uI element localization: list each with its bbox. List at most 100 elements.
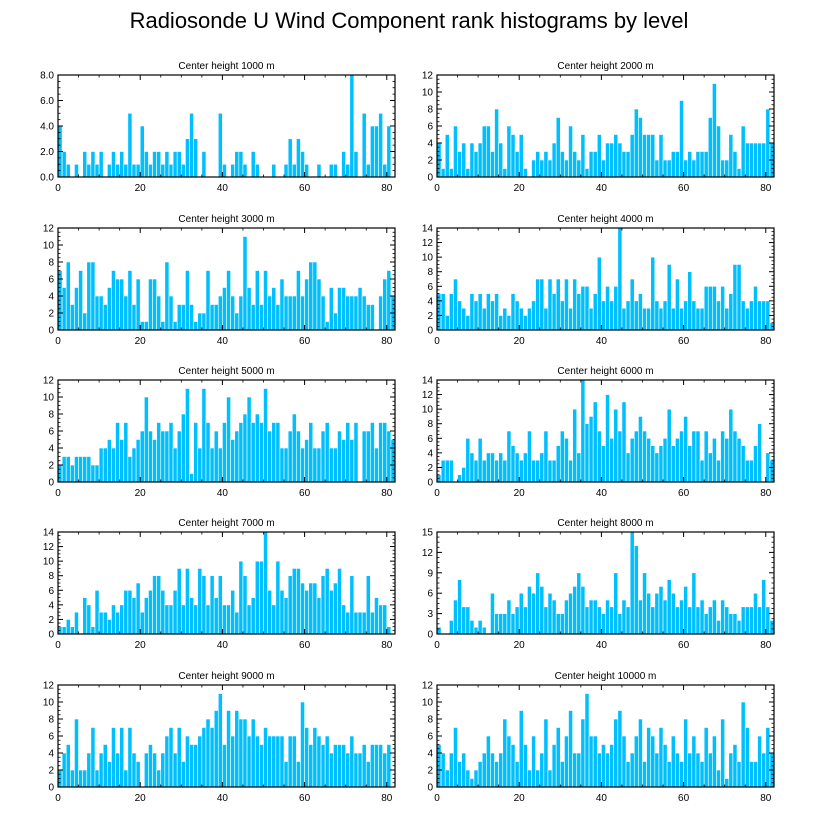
bar (209, 304, 215, 331)
y-tick-label: 8 (48, 571, 54, 582)
bar (658, 586, 664, 635)
bar (588, 735, 594, 788)
bar (86, 604, 92, 635)
bar (275, 304, 281, 331)
panel-title: Center height 3000 m (178, 214, 274, 225)
bar (131, 304, 137, 331)
bar (716, 300, 721, 331)
bar (263, 727, 268, 788)
bar (168, 604, 174, 635)
bar (498, 613, 504, 635)
bar (625, 761, 631, 788)
bar (382, 604, 388, 635)
bar (749, 142, 754, 178)
bar (761, 752, 767, 788)
bar (658, 134, 664, 178)
bar (564, 159, 569, 178)
bar (687, 606, 693, 635)
bar (180, 304, 186, 331)
bar (271, 163, 277, 178)
bar (502, 168, 508, 178)
bar (753, 142, 758, 178)
bar (94, 589, 100, 635)
bar (160, 163, 166, 178)
bar (139, 125, 145, 178)
bar (691, 430, 697, 483)
bar (712, 83, 717, 178)
x-tick-label: 60 (299, 793, 311, 804)
bar (617, 613, 623, 635)
panel-6: Center height 6000 m 0 2 4 6 8 10 12 14 0 20 40 60 80 (422, 366, 775, 499)
bar (361, 295, 367, 331)
bar (176, 151, 182, 178)
bar (217, 693, 223, 788)
bar (230, 295, 236, 331)
bar (94, 769, 100, 788)
panel-title: Center height 1000 m (178, 61, 274, 72)
bar (201, 388, 207, 483)
bar (494, 613, 499, 635)
bar (477, 620, 483, 635)
bar (518, 307, 524, 331)
bar (531, 735, 536, 788)
bar (312, 261, 318, 331)
bar (440, 168, 446, 178)
y-tick-label: 6 (427, 434, 433, 445)
bar (70, 304, 75, 331)
y-tick-label: 8 (427, 267, 433, 278)
bar (341, 604, 346, 635)
bar (679, 761, 684, 788)
bar (605, 599, 610, 635)
bar (275, 735, 281, 788)
bar (465, 606, 471, 635)
bar (740, 606, 746, 635)
bar (555, 613, 561, 635)
bar (328, 287, 334, 331)
bar (304, 278, 309, 331)
bar (712, 285, 717, 331)
bar (642, 134, 647, 178)
bar (506, 735, 512, 788)
bar (662, 300, 668, 331)
bar (324, 735, 330, 788)
bar (679, 599, 684, 635)
bar (193, 604, 199, 635)
bar (131, 447, 137, 483)
bar (453, 599, 458, 635)
bar (193, 744, 199, 788)
bar (625, 606, 631, 635)
bar (707, 606, 713, 635)
bar (291, 295, 297, 331)
bar (654, 300, 660, 331)
bar (296, 138, 301, 178)
bar (316, 597, 322, 635)
bar (457, 300, 462, 331)
bar (712, 437, 717, 483)
bar (316, 447, 322, 483)
bar (144, 396, 149, 483)
bar (127, 727, 133, 788)
bar (283, 295, 289, 331)
x-tick-label: 20 (135, 488, 147, 499)
bar (703, 151, 709, 178)
bar (333, 582, 338, 635)
bar (156, 151, 162, 178)
bar (436, 626, 442, 635)
bar (753, 445, 758, 483)
bar (300, 701, 305, 788)
bar (535, 769, 541, 788)
bar (477, 437, 483, 483)
bar (749, 300, 754, 331)
bar (477, 293, 483, 331)
bar (514, 761, 520, 788)
bar (287, 430, 293, 483)
bar (588, 151, 594, 178)
bar (486, 125, 491, 178)
x-tick-label: 20 (514, 183, 526, 194)
bar (732, 151, 738, 178)
bar (531, 159, 536, 178)
bar (345, 611, 351, 635)
bar (699, 459, 705, 483)
bar (486, 452, 491, 483)
bar (547, 592, 553, 635)
